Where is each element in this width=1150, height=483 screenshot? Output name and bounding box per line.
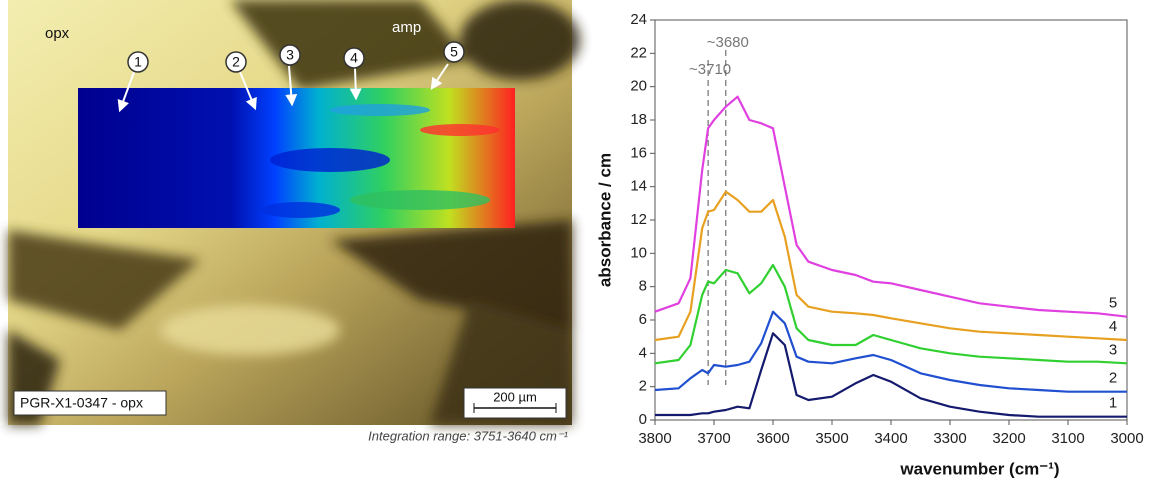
annotation: ~3680 <box>707 34 749 51</box>
y-tick-label: 16 <box>630 144 647 161</box>
y-tick-label: 6 <box>639 311 647 328</box>
phase-label: opx <box>45 25 70 42</box>
spectrum-line <box>654 190 1128 342</box>
micrograph: opx amp 1 2 3 4 5 PGR-X1-0347 - opx 200 … <box>8 0 580 443</box>
x-tick-label: 3600 <box>756 430 789 447</box>
spectrum-line <box>654 263 1128 365</box>
series-label: 3 <box>1109 341 1117 358</box>
series-label: 2 <box>1109 370 1117 387</box>
y-tick-label: 10 <box>630 244 647 261</box>
caption: Integration range: 3751-3640 cm⁻¹ <box>368 428 568 443</box>
point-label: 4 <box>350 50 358 66</box>
series-label: 5 <box>1109 295 1117 312</box>
y-tick-label: 20 <box>630 78 647 95</box>
point-label: 5 <box>450 44 458 60</box>
y-axis-title: absorbance / cm <box>595 153 614 287</box>
y-tick-label: 22 <box>630 44 647 61</box>
x-tick-label: 3700 <box>697 430 730 447</box>
x-tick-label: 3200 <box>992 430 1025 447</box>
y-tick-label: 4 <box>639 344 647 361</box>
x-tick-label: 3500 <box>815 430 848 447</box>
x-tick-label: 3300 <box>933 430 966 447</box>
y-tick-label: 18 <box>630 111 647 128</box>
spectrum-chart: wavenumber (cm⁻¹) absorbance / cm 024681… <box>595 11 1143 479</box>
point-markers <box>117 63 449 113</box>
spectrum-line <box>654 310 1127 393</box>
point-label: 1 <box>134 54 142 70</box>
x-tick-label: 3000 <box>1110 430 1143 447</box>
phase-label: amp <box>392 19 421 36</box>
sample-label: PGR-X1-0347 - opx <box>20 395 143 411</box>
x-tick-label: 3800 <box>638 430 671 447</box>
y-tick-label: 24 <box>630 11 647 28</box>
y-tick-label: 0 <box>639 411 647 428</box>
y-tick-label: 2 <box>639 378 647 395</box>
y-tick-label: 8 <box>639 278 647 295</box>
point-label: 2 <box>232 54 240 70</box>
scale-label: 200 µm <box>493 389 537 404</box>
x-tick-label: 3400 <box>874 430 907 447</box>
spectrum-line <box>654 95 1128 318</box>
spectrum-line <box>655 332 1127 418</box>
annotation: ~3710 <box>689 61 731 78</box>
y-tick-label: 14 <box>630 178 647 195</box>
series-label: 1 <box>1109 395 1117 412</box>
x-tick-label: 3100 <box>1051 430 1084 447</box>
series-label: 4 <box>1109 318 1117 335</box>
y-tick-label: 12 <box>630 211 647 228</box>
point-label: 3 <box>286 47 294 63</box>
x-axis-title: wavenumber (cm⁻¹) <box>899 459 1059 478</box>
